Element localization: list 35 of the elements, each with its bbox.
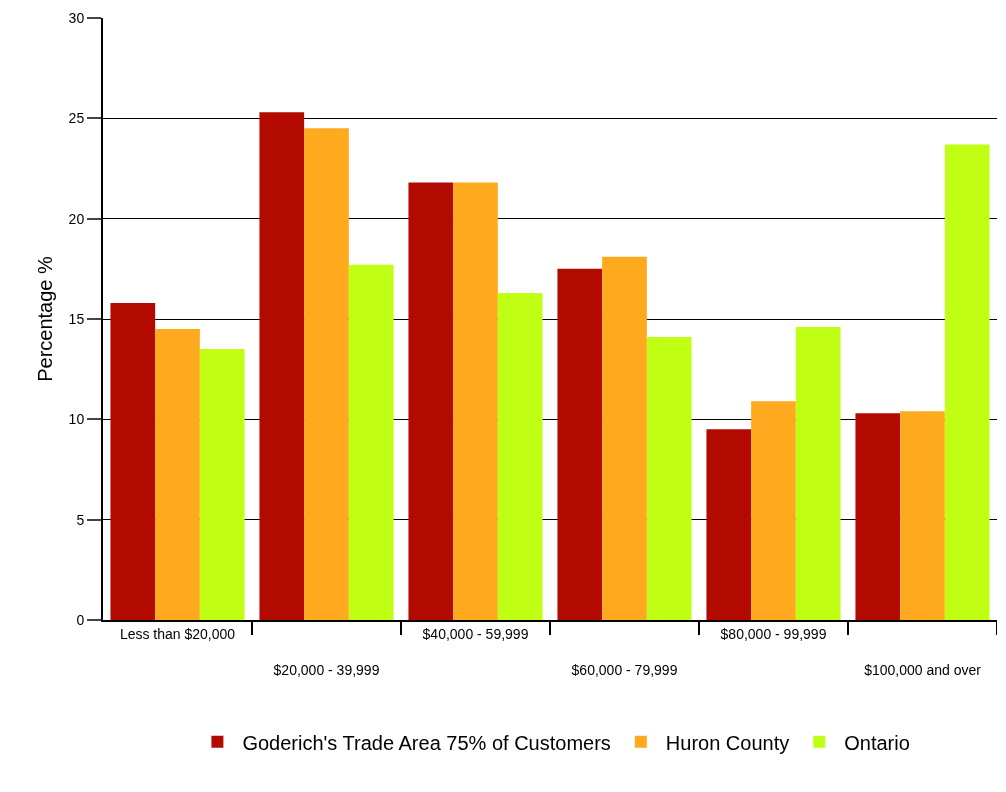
bar <box>110 302 156 620</box>
bar <box>199 349 245 620</box>
bar <box>944 144 990 620</box>
bar <box>602 256 647 620</box>
y-tick-label: 25 <box>68 110 85 127</box>
bar <box>259 112 305 620</box>
bar <box>453 182 498 620</box>
y-tick-label: 0 <box>76 611 85 628</box>
bar <box>497 292 543 620</box>
x-tick-label: $20,000 - 39,999 <box>273 662 380 679</box>
bar <box>348 264 394 620</box>
bar <box>855 413 901 620</box>
bar <box>646 337 692 620</box>
x-tick-label: Less than $20,000 <box>119 625 236 642</box>
x-tick-label: $60,000 - 79,999 <box>571 662 678 679</box>
y-tick-label: 20 <box>68 210 85 227</box>
y-axis-title: Percentage % <box>34 255 56 382</box>
y-tick-label: 30 <box>68 9 85 26</box>
bar <box>795 327 841 620</box>
bar <box>557 268 603 620</box>
y-tick-label: 10 <box>68 411 85 428</box>
bar <box>900 411 945 620</box>
bar <box>408 182 454 620</box>
bar <box>155 329 200 620</box>
legend-label: Ontario <box>844 731 910 754</box>
bar <box>706 429 752 620</box>
x-tick-label: $80,000 - 99,999 <box>720 625 827 642</box>
y-tick-label: 5 <box>76 511 85 528</box>
legend-label: Huron County <box>665 731 790 754</box>
x-tick-label: $40,000 - 59,999 <box>422 625 529 642</box>
bar <box>304 128 349 620</box>
x-tick-label: $100,000 and over <box>864 662 982 679</box>
bar <box>751 401 796 620</box>
legend-label: Goderich's Trade Area 75% of Customers <box>242 731 611 754</box>
y-tick-label: 15 <box>68 310 85 327</box>
